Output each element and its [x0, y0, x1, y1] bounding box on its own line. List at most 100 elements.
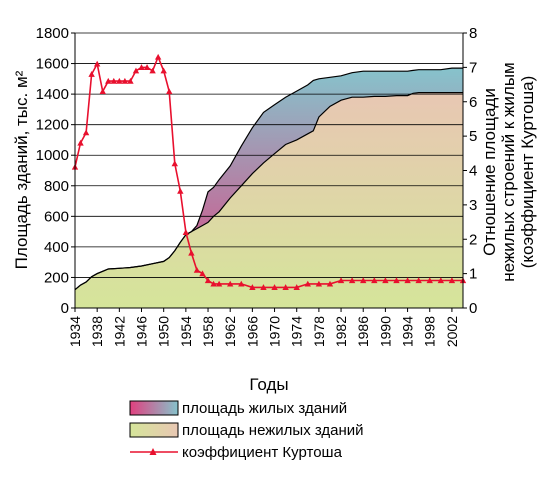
y-axis-title-right-line: (коэффициент Куртоша): [518, 76, 537, 269]
legend-swatch-residential: [129, 400, 179, 416]
x-axis-title: Годы: [249, 375, 288, 394]
kurtosh-point: [204, 277, 212, 284]
kurtosh-point: [437, 277, 445, 284]
kurtosh-point: [132, 67, 140, 74]
x-tick-label: 1938: [89, 316, 105, 347]
kurtosh-point: [88, 71, 95, 77]
x-tick-label: 1994: [400, 316, 416, 347]
kurtosh-point: [99, 88, 106, 95]
gridlines: [75, 32, 463, 278]
x-tick-label: 1958: [200, 316, 216, 347]
left-tick-label: 400: [44, 239, 69, 256]
left-tick-label: 1600: [36, 56, 69, 73]
x-tick-label: 1990: [377, 316, 393, 347]
legend: площадь жилых зданий площадь нежилых здан…: [129, 400, 364, 461]
y-axis-title-left: Площадь зданий, тыс. м²: [12, 70, 31, 269]
legend-marker-kurtosh: [149, 448, 157, 455]
kurtosh-point: [227, 280, 234, 287]
kurtosh-point: [371, 277, 378, 284]
right-tick-label: 8: [469, 25, 477, 42]
right-tick-label: 5: [469, 128, 477, 145]
x-tick-label: 1986: [355, 316, 371, 347]
legend-swatch-nonresidential: [129, 422, 179, 438]
legend-label-residential: площадь жилых зданий: [182, 400, 347, 417]
kurtosh-point: [210, 280, 217, 287]
kurtosh-point: [337, 277, 345, 284]
kurtosh-point: [315, 280, 323, 287]
kurtosh-point: [149, 67, 156, 74]
line-nonresidential: [74, 92, 463, 291]
kurtosh-point: [127, 77, 134, 84]
kurtosh-point: [166, 88, 173, 95]
kurtosh-point: [448, 277, 456, 284]
kurtosh-point: [271, 284, 278, 290]
kurtosh-point: [77, 139, 84, 146]
kurtosh-point: [238, 280, 245, 287]
kurtosh-point: [154, 53, 162, 60]
right-ticks: 0 1 2 3 4 5 6 7 8: [463, 25, 477, 317]
y-axis-title-right: Отношение площади нежилых строений к жилы…: [480, 62, 537, 282]
x-tick-label: 1974: [289, 316, 305, 347]
left-tick-label: 1400: [36, 86, 69, 103]
right-tick-label: 7: [469, 59, 477, 76]
kurtosh-point: [415, 277, 422, 284]
kurtosh-point: [82, 129, 90, 136]
x-tick-label: 1998: [422, 316, 438, 347]
kurtosh-point: [143, 64, 151, 70]
right-tick-label: 6: [469, 94, 477, 111]
x-ticks: 1934 1938 1942 1946 1950 1954 1958 1962 1966 1970…: [67, 308, 460, 347]
kurtosh-point: [404, 277, 411, 284]
x-tick-label: 1966: [244, 316, 260, 347]
x-tick-label: 1934: [67, 316, 83, 347]
kurtosh-point: [171, 160, 178, 167]
x-tick-label: 1942: [111, 316, 127, 347]
kurtosh-point: [382, 277, 389, 284]
x-tick-label: 1978: [311, 316, 327, 347]
x-tick-label: 1946: [134, 316, 150, 347]
legend-label-nonresidential: площадь нежилых зданий: [182, 422, 364, 439]
legend-label-kurtosh: коэффициент Куртоша: [182, 444, 343, 461]
kurtosh-point: [110, 77, 117, 84]
kurtosh-point: [93, 60, 101, 67]
area-nonresidential: [75, 92, 463, 308]
right-tick-label: 0: [469, 300, 477, 317]
left-ticks: 0 200 400 600 800 1000 1200 1400 1600 1800: [36, 25, 75, 317]
kurtosh-point: [304, 280, 311, 287]
plot-area: [71, 32, 467, 308]
kurtosh-point: [105, 77, 112, 84]
kurtosh-point: [282, 284, 289, 290]
x-tick-label: 2002: [444, 316, 460, 347]
kurtosh-point: [116, 77, 123, 84]
left-tick-label: 0: [61, 300, 69, 317]
x-tick-label: 1950: [156, 316, 172, 347]
kurtosh-point: [182, 229, 190, 235]
left-tick-label: 800: [44, 178, 69, 195]
kurtosh-point: [177, 187, 184, 194]
left-tick-label: 1200: [36, 117, 69, 134]
x-tick-label: 1970: [267, 316, 283, 347]
right-tick-label: 4: [469, 163, 477, 180]
kurtosh-point: [348, 277, 356, 284]
right-tick-label: 3: [469, 197, 477, 214]
kurtosh-point: [249, 284, 256, 290]
kurtosh-point: [188, 249, 195, 256]
left-tick-label: 1000: [36, 147, 69, 164]
x-tick-label: 1954: [178, 316, 194, 347]
kurtosh-markers: [71, 53, 467, 290]
kurtosh-point: [360, 277, 367, 284]
kurtosh-point: [138, 64, 145, 70]
left-tick-label: 1800: [36, 25, 69, 42]
y-axis-title-right-line: Отношение площади: [480, 88, 499, 256]
right-tick-label: 2: [469, 231, 477, 248]
kurtosh-point: [426, 277, 433, 284]
left-tick-label: 200: [44, 269, 69, 286]
x-tick-label: 1962: [222, 316, 238, 347]
kurtosh-point: [193, 266, 201, 273]
kurtosh-point: [160, 67, 167, 74]
kurtosh-point: [260, 284, 267, 290]
kurtosh-point: [393, 277, 400, 284]
right-tick-label: 1: [469, 266, 477, 283]
kurtosh-point: [326, 280, 334, 287]
y-axis-title-right-line: нежилых строений к жилым: [499, 62, 518, 282]
